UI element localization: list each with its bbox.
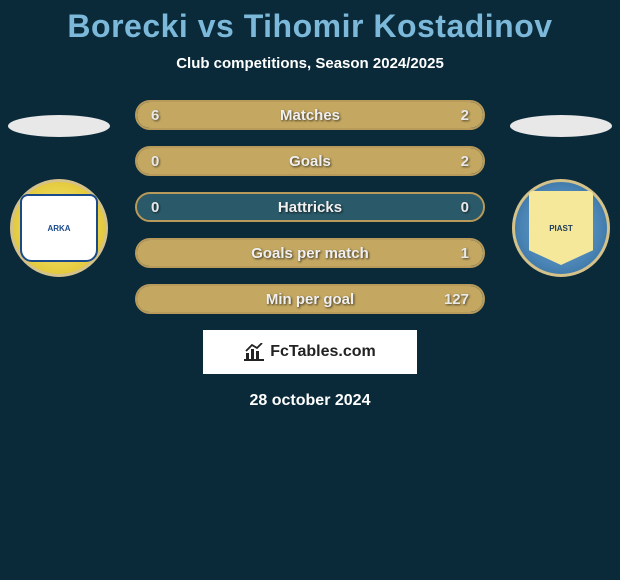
- stat-value-right: 2: [461, 153, 469, 170]
- brand-box[interactable]: FcTables.com: [203, 330, 417, 374]
- club-badge-right: PIAST: [512, 179, 610, 277]
- stat-value-right: 127: [444, 291, 469, 308]
- stats-list: 6Matches20Goals20Hattricks0Goals per mat…: [135, 100, 485, 314]
- stat-row: Min per goal127: [135, 284, 485, 314]
- club-badge-left-label: ARKA: [20, 194, 98, 262]
- club-badge-right-label: PIAST: [529, 191, 593, 265]
- avatar-shadow-right: [510, 115, 612, 137]
- date-text: 28 october 2024: [0, 392, 620, 410]
- stat-label: Goals: [137, 153, 483, 170]
- stat-label: Matches: [137, 107, 483, 124]
- stat-row: 0Goals2: [135, 146, 485, 176]
- stat-value-right: 0: [461, 199, 469, 216]
- stat-value-right: 1: [461, 245, 469, 262]
- stat-label: Min per goal: [137, 291, 483, 308]
- club-badge-left: ARKA: [10, 179, 108, 277]
- chart-icon: [244, 343, 264, 361]
- page-title: Borecki vs Tihomir Kostadinov: [0, 8, 620, 45]
- stat-row: 0Hattricks0: [135, 192, 485, 222]
- stat-value-right: 2: [461, 107, 469, 124]
- page-subtitle: Club competitions, Season 2024/2025: [0, 55, 620, 72]
- player-right-block: PIAST: [510, 115, 612, 277]
- stat-label: Hattricks: [137, 199, 483, 216]
- stat-row: Goals per match1: [135, 238, 485, 268]
- stat-row: 6Matches2: [135, 100, 485, 130]
- brand-text: FcTables.com: [270, 343, 376, 361]
- avatar-shadow-left: [8, 115, 110, 137]
- stat-label: Goals per match: [137, 245, 483, 262]
- comparison-card: Borecki vs Tihomir Kostadinov Club compe…: [0, 0, 620, 410]
- player-left-block: ARKA: [8, 115, 110, 277]
